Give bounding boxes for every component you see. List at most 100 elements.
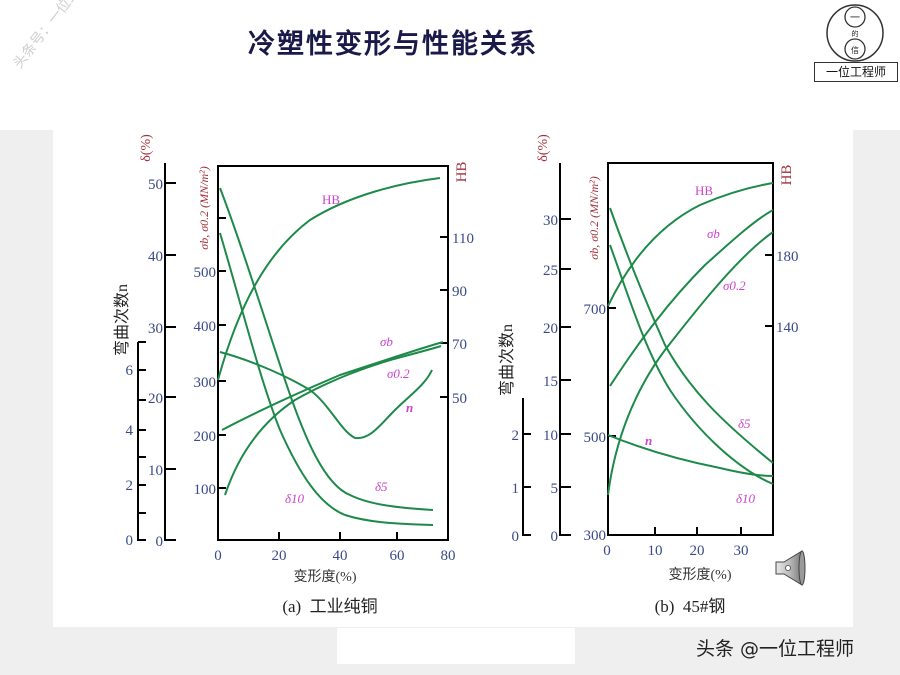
chart-a-hb-axis-title: HB — [454, 162, 470, 183]
chart-a-sigma-tick: 400 — [194, 319, 217, 335]
chart-b-hb-axis-title: HB — [779, 165, 795, 186]
logo-mid-glyph: 的 — [852, 29, 859, 38]
chart-a-delta-tick: 0 — [156, 534, 164, 550]
chart-b-x-axis-title: 变形度(%) — [669, 567, 732, 583]
chart-b-delta-tick: 0 — [551, 529, 559, 545]
chart-a-plot-area — [217, 165, 449, 541]
slide-header-bg — [0, 0, 900, 130]
chart-a-x-tick: 0 — [214, 548, 222, 564]
chart-b-n-tick: 1 — [512, 481, 520, 497]
chart-a-sigma-tick: 200 — [194, 429, 217, 445]
chart-a-label-n: n — [406, 400, 413, 415]
chart-b-curve-sigma-b — [609, 209, 774, 387]
chart-a-curve-delta5 — [219, 187, 434, 511]
chart-b-n-axis — [522, 398, 531, 536]
chart-a-label-delta10: δ10 — [285, 491, 305, 506]
chart-a-n-tick: 6 — [126, 363, 134, 379]
figure-panel — [53, 120, 853, 627]
chart-b-caption: (b) 45#钢 — [655, 597, 726, 616]
chart-b-label-delta10: δ10 — [736, 491, 756, 506]
chart-b-x-tick: 10 — [648, 543, 663, 559]
chart-b-label-sigma-b: σb — [707, 226, 720, 241]
chart-b-delta-tick: 25 — [543, 263, 558, 279]
chart-b-x-tick: 0 — [603, 543, 611, 559]
chart-a-curve-hb — [217, 177, 441, 381]
chart-b-curve-hb — [607, 182, 774, 307]
chart-b-label-n: n — [645, 433, 652, 448]
chart-b-n-tick: 0 — [512, 529, 520, 545]
chart-b-x-tick: 20 — [690, 543, 705, 559]
chart-a-x-tick: 40 — [333, 548, 348, 564]
chart-a-label-sigma-02: σ0.2 — [387, 366, 410, 381]
chart-a-delta-axis-title: δ(%) — [139, 134, 154, 162]
chart-b-sigma-tick: 500 — [584, 430, 607, 446]
chart-b-delta-tick: 10 — [543, 428, 558, 444]
chart-a-hb-tick: 90 — [452, 284, 467, 300]
chart-a: 6 4 2 0 弯曲次数n 50 40 30 20 10 — [113, 134, 474, 585]
chart-a-n-tick: 0 — [126, 533, 134, 549]
chart-a-x-tick: 80 — [441, 548, 456, 564]
chart-b-label-delta5: δ5 — [738, 416, 751, 431]
chart-a-sigma-axis-title: σb, σ0.2 (MN/m²) — [197, 166, 211, 249]
chart-a-sigma-tick: 300 — [194, 375, 217, 391]
chart-a-x-tick: 20 — [272, 548, 287, 564]
chart-a-label-sigma-b: σb — [380, 334, 393, 349]
chart-a-delta-tick: 10 — [148, 463, 163, 479]
chart-a-delta-tick: 30 — [148, 321, 163, 337]
chart-a-curve-sigma-02 — [224, 345, 442, 496]
chart-a-x-axis-title: 变形度(%) — [294, 569, 357, 585]
logo-bottom-glyph: 信 — [851, 45, 859, 55]
chart-b-delta-tick: 15 — [543, 374, 558, 390]
logo-label: 一位工程师 — [814, 62, 898, 82]
chart-a-curve-n — [219, 351, 433, 440]
chart-a-caption: (a) 工业纯铜 — [282, 597, 377, 616]
chart-a-n-axis — [137, 341, 146, 541]
chart-b-delta-axis — [559, 163, 571, 536]
chart-b-curve-n — [607, 434, 774, 477]
chart-b-delta-tick: 30 — [543, 213, 558, 229]
chart-a-curve-delta10 — [219, 232, 434, 526]
chart-b-hb-tick: 180 — [776, 249, 799, 265]
footer-watermark: 头条 @一位工程师 — [696, 638, 855, 660]
chart-b-plot-area — [607, 162, 774, 536]
chart-b-delta-axis-title: δ(%) — [536, 134, 551, 162]
chart-a-delta-tick: 40 — [148, 249, 163, 265]
logo-icon: 一 的 信 — [826, 4, 884, 62]
chart-a-delta-axis — [164, 163, 176, 541]
chart-b-sigma-axis-title: σb, σ0.2 (MN/m²) — [587, 176, 601, 259]
chart-b: 2 1 0 弯曲次数n 30 25 20 15 10 — [498, 134, 799, 583]
chart-b-curve-delta10 — [609, 244, 774, 485]
chart-a-curve-sigma-b — [221, 341, 444, 431]
chart-b-n-axis-title: 弯曲次数n — [498, 324, 516, 396]
chart-b-delta-tick: 5 — [551, 481, 559, 497]
chart-b-sigma-tick: 700 — [584, 302, 607, 318]
page-title: 冷塑性变形与性能关系 — [248, 29, 538, 60]
chart-a-label-hb: HB — [322, 192, 340, 207]
chart-b-sigma-tick: 300 — [584, 528, 607, 544]
chart-a-delta-tick: 50 — [148, 177, 163, 193]
chart-a-hb-tick: 110 — [452, 231, 474, 247]
chart-a-n-tick: 4 — [126, 423, 134, 439]
chart-a-hb-tick: 70 — [452, 337, 467, 353]
chart-b-curve-delta5 — [609, 207, 774, 464]
chart-a-x-tick: 60 — [390, 548, 405, 564]
speaker-icon[interactable] — [772, 548, 806, 588]
chart-a-n-tick: 2 — [126, 478, 134, 494]
chart-b-curve-sigma-02 — [607, 231, 774, 496]
chart-b-n-tick: 2 — [512, 428, 520, 444]
chart-b-delta-tick: 20 — [543, 321, 558, 337]
chart-b-hb-tick: 140 — [776, 320, 799, 336]
chart-b-x-tick: 30 — [734, 543, 749, 559]
chart-a-sigma-tick: 100 — [194, 482, 217, 498]
chart-a-sigma-tick: 500 — [194, 265, 217, 281]
chart-b-label-hb: HB — [695, 183, 713, 198]
chart-a-label-delta5: δ5 — [375, 479, 388, 494]
chart-a-hb-tick: 50 — [452, 391, 467, 407]
logo-top-glyph: 一 — [850, 13, 860, 24]
chart-b-label-sigma-02: σ0.2 — [723, 278, 746, 293]
blank-box — [337, 628, 575, 664]
chart-a-delta-tick: 20 — [148, 391, 163, 407]
chart-a-n-axis-title: 弯曲次数n — [113, 284, 131, 356]
